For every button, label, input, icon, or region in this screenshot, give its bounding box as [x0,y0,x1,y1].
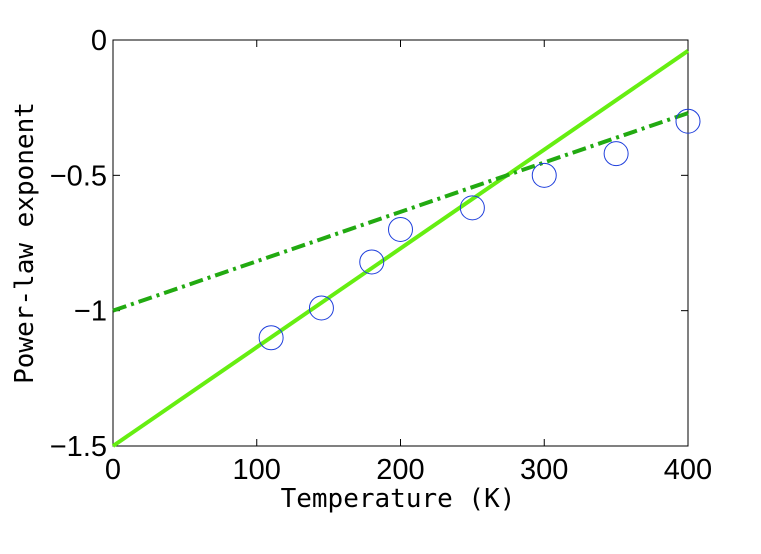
data-point [603,141,629,167]
y-axis-label: Power-law exponent [10,102,40,384]
y-tick-label: −1.5 [50,431,107,463]
x-tick-label: 300 [520,454,568,486]
x-tick-label: 100 [233,454,281,486]
x-tick-label: 0 [105,454,121,486]
data-point [308,295,334,321]
x-axis-label: Temperature (K) [281,484,516,514]
y-tick-label: −0.5 [50,160,107,192]
series-lines [111,49,690,448]
data-point [258,325,284,351]
y-tick-label: 0 [91,25,107,57]
y-tick-label: −1 [74,296,107,328]
data-point [359,249,385,275]
tick-labels: 0 100 200 300 400 −1.5 −1 −0.5 0 [50,25,712,486]
data-markers [258,108,701,351]
x-tick-label: 400 [664,454,712,486]
fit-line-solid [111,49,690,448]
data-point [388,216,413,242]
data-point [459,195,485,221]
fit-line-dashdot [112,111,689,313]
data-point [531,162,557,188]
x-tick-label: 200 [376,454,424,486]
data-point [675,108,701,134]
